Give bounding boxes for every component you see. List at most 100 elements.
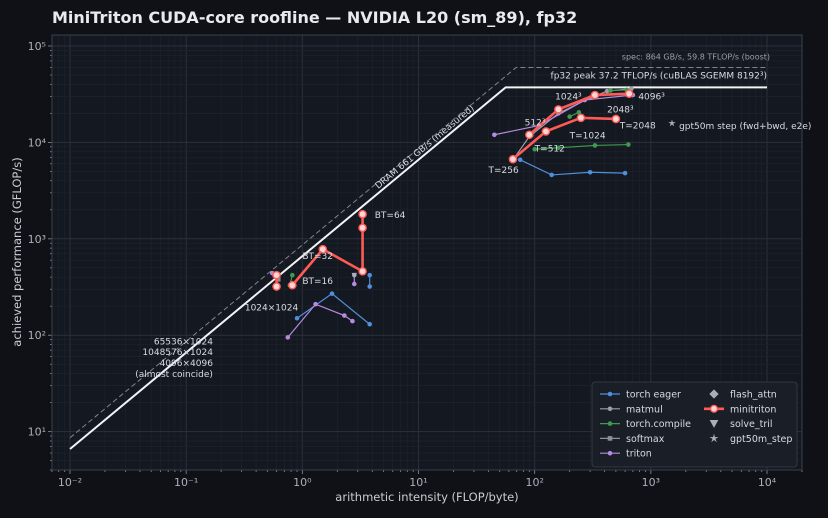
legend-label: torch eager [626, 390, 681, 401]
data-point [622, 170, 628, 176]
annotation: gpt50m step (fwd+bwd, e2e) [679, 122, 811, 132]
y-axis-label: achieved performance (GFLOP/s) [10, 157, 24, 346]
y-tick-label: 10⁴ [28, 136, 47, 149]
annotation: 1048576×1024 [142, 348, 213, 358]
data-point [567, 114, 572, 119]
data-point [549, 172, 554, 178]
series-line [528, 92, 630, 136]
data-point [554, 105, 563, 114]
legend-label: gpt50m_step [730, 434, 792, 445]
legend-item: softmax [600, 434, 665, 445]
annotation: 512³ [525, 118, 546, 128]
y-tick-label: 10² [28, 329, 46, 342]
series-line [494, 94, 633, 136]
data-point [668, 119, 676, 127]
annotation: 65536×1024 [154, 338, 213, 348]
legend: torch eager matmul torch.compile softmax tri… [591, 381, 798, 468]
legend-marker [709, 420, 719, 428]
annotation: BT=64 [375, 211, 406, 221]
legend-label: solve_tril [730, 419, 773, 430]
data-point [285, 335, 291, 340]
data-point [358, 223, 367, 233]
chart-title: MiniTriton CUDA-core roofline — NVIDIA L… [52, 8, 577, 27]
data-point [576, 110, 582, 115]
data-point [626, 142, 631, 147]
x-tick-label: 10² [525, 476, 543, 489]
legend-item: triton [600, 449, 652, 460]
annotation: T=512 [534, 145, 565, 155]
data-point [329, 291, 335, 296]
legend-label: matmul [626, 404, 663, 415]
data-point [517, 157, 523, 163]
annotation: 1024³ [555, 92, 582, 102]
grid [51, 35, 803, 471]
data-point [358, 267, 367, 276]
data-point [556, 145, 561, 151]
data-point [604, 88, 610, 94]
series-layer [269, 86, 676, 340]
legend-marker [607, 406, 613, 412]
legend-item: flash_attn [709, 389, 777, 401]
data-point [272, 282, 281, 291]
series-solve-tril [351, 272, 358, 278]
annotation: T=256 [487, 166, 518, 176]
series-line [534, 143, 629, 150]
data-point [358, 209, 367, 219]
x-tick-label: 10⁴ [758, 476, 777, 489]
data-point [342, 313, 347, 318]
roofline-spec [69, 67, 768, 439]
series-gpt50m-step [668, 119, 676, 127]
y-tick-label: 10⁵ [28, 40, 46, 53]
data-point [351, 281, 357, 287]
series-torch-eager [294, 157, 628, 327]
series-torch-compile [287, 87, 631, 288]
annotation: T=2048 [619, 121, 656, 131]
data-point [592, 143, 598, 148]
data-point [367, 321, 372, 327]
data-point [350, 318, 355, 324]
legend-item: torch.compile [600, 419, 691, 430]
plot-frame [51, 34, 803, 471]
x-axis-label: arithmetic intensity (FLOP/byte) [335, 490, 518, 504]
legend-marker [607, 450, 613, 456]
x-tick-label: 10⁰ [293, 476, 312, 489]
legend-label: minitriton [730, 404, 776, 415]
annotation: 4096×4096 [160, 359, 214, 369]
data-point [624, 89, 634, 98]
legend-marker [709, 433, 719, 443]
data-point [290, 272, 295, 278]
legend-marker [607, 436, 613, 441]
data-point [367, 284, 372, 289]
series-line [519, 159, 626, 176]
legend-marker [607, 421, 613, 426]
x-tick-label: 10⁻² [58, 476, 82, 489]
legend-label: flash_attn [730, 390, 777, 401]
data-point [532, 146, 537, 152]
data-point [275, 277, 281, 282]
annotations: 1024³ 4096³ 2048³ 512³ T=1024 T=2048 T=512 T=25… [135, 92, 811, 380]
data-point [313, 301, 318, 307]
roofline-spec-label: spec: 864 GB/s, 59.8 TFLOP/s (boost) [622, 53, 770, 62]
roofline-measured [69, 86, 768, 450]
data-point [351, 272, 358, 278]
legend-label: torch.compile [626, 419, 691, 430]
legend-item: minitriton [704, 404, 776, 415]
annotation: BT=16 [302, 277, 333, 287]
axes: 10⁻² 10⁻¹ 10⁰ 10¹ 10² 10³ 10⁴ 10¹ 10² 10³ 10⁴ 10⁵ [28, 34, 803, 489]
annotation: 4096³ [638, 92, 665, 102]
legend-label: triton [626, 449, 652, 460]
series-minitriton [272, 89, 634, 291]
data-point [508, 154, 518, 164]
data-point [590, 90, 600, 100]
legend-marker [709, 389, 719, 399]
data-point [318, 244, 328, 254]
annotation: BT=32 [302, 252, 333, 262]
legend-label: softmax [626, 434, 665, 445]
x-tick-label: 10¹ [409, 476, 427, 489]
series-line [610, 89, 627, 92]
data-point [525, 130, 534, 140]
annotation: T=1024 [569, 131, 606, 141]
series-line [512, 116, 616, 161]
annotation: 2048³ [607, 105, 634, 115]
